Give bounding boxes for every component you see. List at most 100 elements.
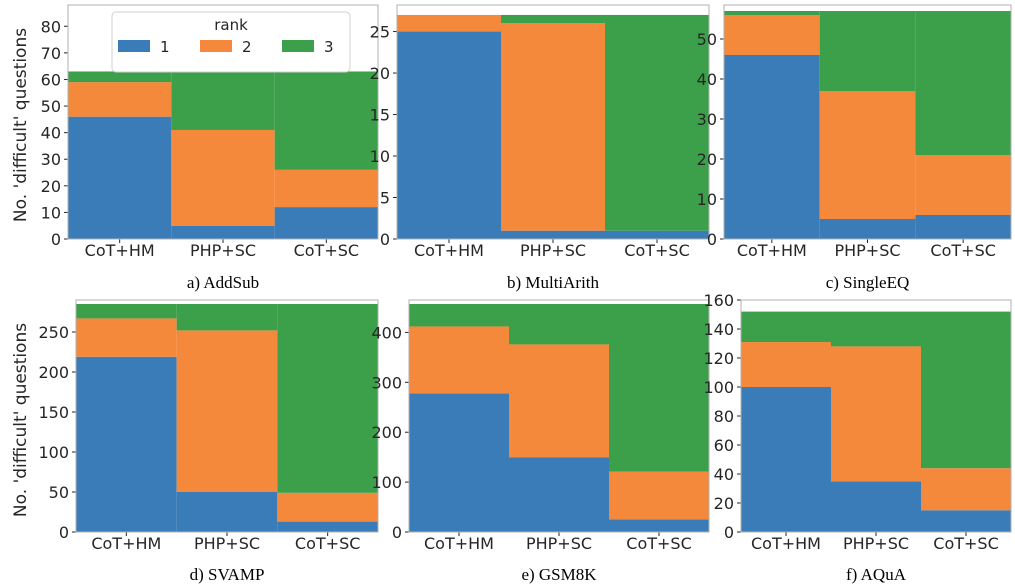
legend-title: rank <box>214 16 248 34</box>
bar-segment-php-sc-rank-3 <box>509 303 609 345</box>
y-tick-label: 0 <box>392 523 402 542</box>
bar-segment-php-sc-rank-3 <box>176 304 278 331</box>
y-tick-label: 60 <box>714 436 734 455</box>
x-tick-label: CoT+HM <box>414 241 484 260</box>
y-axis-label-top: No. 'difficult' questions <box>11 28 31 222</box>
panel-caption: d) SVAMP <box>190 565 265 584</box>
x-tick-label: PHP+SC <box>843 534 909 553</box>
y-tick-label: 140 <box>703 320 734 339</box>
y-tick-label: 50 <box>697 30 717 49</box>
bar-segment-cot-sc-rank-3 <box>915 11 1011 155</box>
bar-segment-cot-sc-rank-3 <box>277 304 378 493</box>
bar-segment-php-sc-rank-3 <box>171 71 275 130</box>
bar-segment-php-sc-rank-1 <box>509 457 609 532</box>
y-tick-label: 150 <box>38 403 69 422</box>
bar-segment-cot-sc-rank-1 <box>915 215 1011 239</box>
panel-2: CoT+HM PHP+SC CoT+SC 0 5 10 15 20 25 b) MultiArit… <box>370 4 710 292</box>
y-tick-label: 100 <box>703 378 734 397</box>
x-tick-label: PHP+SC <box>834 241 900 260</box>
bar-segment-php-sc-rank-2 <box>176 330 278 492</box>
y-tick-label: 10 <box>697 190 717 209</box>
bar-segment-cot-sc-rank-3 <box>609 303 709 472</box>
y-tick-label: 0 <box>380 230 390 249</box>
y-tick-label: 60 <box>41 70 61 89</box>
y-tick-label: 0 <box>51 230 61 249</box>
y-tick-label: 40 <box>697 70 717 89</box>
x-tick-label: CoT+HM <box>424 534 494 553</box>
legend-swatch-rank-1 <box>118 40 150 52</box>
bar-segment-php-sc-rank-1 <box>831 481 921 532</box>
bar-segment-cot-hm-rank-1 <box>724 55 820 239</box>
bar-segment-cot-hm-rank-3 <box>68 71 172 83</box>
y-tick-label: 80 <box>714 407 734 426</box>
bar-segment-php-sc-rank-2 <box>501 23 605 231</box>
bar-segment-php-sc-rank-1 <box>819 219 916 239</box>
bar-segment-cot-sc-rank-2 <box>274 169 378 208</box>
bar-segment-php-sc-rank-3 <box>501 14 605 24</box>
y-tick-label: 40 <box>714 465 734 484</box>
panel-caption: b) MultiArith <box>507 273 600 292</box>
bar-segment-cot-hm-rank-1 <box>76 356 177 532</box>
plot-frame <box>740 299 1012 533</box>
panel-caption: c) SingleEQ <box>826 273 910 292</box>
bar-segment-cot-sc-rank-1 <box>609 519 709 532</box>
bar-segment-php-sc-rank-2 <box>171 129 275 226</box>
y-axis-label-bottom: No. 'difficult' questions <box>11 323 31 517</box>
bar-segment-php-sc-rank-3 <box>819 11 916 91</box>
x-tick-label: CoT+SC <box>624 241 689 260</box>
bar-segment-cot-sc-rank-1 <box>605 230 709 239</box>
x-tick-label: PHP+SC <box>194 534 260 553</box>
bar-segment-cot-hm-rank-2 <box>409 326 509 394</box>
legend-swatch-rank-3 <box>282 40 314 52</box>
y-tick-label: 10 <box>41 203 61 222</box>
panel-caption: e) GSM8K <box>521 565 597 584</box>
panel-6: CoT+HM PHP+SC CoT+SC 0 20 40 60 80 100 120 140 160 f… <box>703 291 1012 584</box>
bar-segment-php-sc-rank-1 <box>171 225 275 239</box>
y-tick-label: 200 <box>38 363 69 382</box>
bar-segment-cot-sc-rank-3 <box>274 71 378 170</box>
bar-segment-cot-sc-rank-2 <box>921 468 1011 511</box>
x-tick-label: CoT+SC <box>933 534 998 553</box>
x-tick-label: CoT+SC <box>294 241 359 260</box>
plot-frame <box>396 4 710 240</box>
x-tick-label: CoT+HM <box>737 241 807 260</box>
bar-segment-php-sc-rank-3 <box>831 311 921 347</box>
y-tick-label: 100 <box>38 443 69 462</box>
y-tick-label: 80 <box>41 17 61 36</box>
legend-label-rank-2: 2 <box>242 38 252 56</box>
x-tick-label: CoT+SC <box>930 241 995 260</box>
y-tick-label: 160 <box>703 291 734 310</box>
bar-segment-cot-sc-rank-2 <box>277 492 378 522</box>
y-tick-label: 20 <box>697 150 717 169</box>
y-tick-label: 20 <box>714 494 734 513</box>
y-tick-label: 120 <box>703 349 734 368</box>
panel-caption: a) AddSub <box>187 273 259 292</box>
legend: rank 1 2 3 <box>111 11 351 73</box>
y-tick-label: 5 <box>380 189 390 208</box>
x-tick-label: CoT+SC <box>295 534 360 553</box>
bar-segment-cot-sc-rank-1 <box>277 521 378 532</box>
x-tick-label: CoT+HM <box>751 534 821 553</box>
panel-5: CoT+HM PHP+SC CoT+SC 0 100 200 300 400 e) GSM8K <box>371 299 710 584</box>
y-tick-label: 10 <box>370 147 390 166</box>
y-tick-label: 200 <box>371 423 402 442</box>
bar-segment-cot-hm-rank-1 <box>68 116 172 239</box>
bar-segment-cot-hm-rank-2 <box>724 15 820 55</box>
y-tick-label: 50 <box>41 97 61 116</box>
y-tick-label: 20 <box>41 177 61 196</box>
y-tick-label: 400 <box>371 323 402 342</box>
y-tick-label: 0 <box>707 230 717 249</box>
plot-frame <box>75 299 379 533</box>
plot-frame <box>723 4 1012 240</box>
bar-segment-cot-hm-rank-2 <box>68 82 172 117</box>
y-tick-label: 40 <box>41 124 61 143</box>
bar-segment-cot-hm-rank-3 <box>76 304 177 319</box>
y-tick-label: 15 <box>370 106 390 125</box>
legend-label-rank-3: 3 <box>324 38 334 56</box>
x-tick-label: PHP+SC <box>520 241 586 260</box>
y-tick-label: 250 <box>38 323 69 342</box>
y-tick-label: 50 <box>49 483 69 502</box>
y-tick-label: 25 <box>370 23 390 42</box>
